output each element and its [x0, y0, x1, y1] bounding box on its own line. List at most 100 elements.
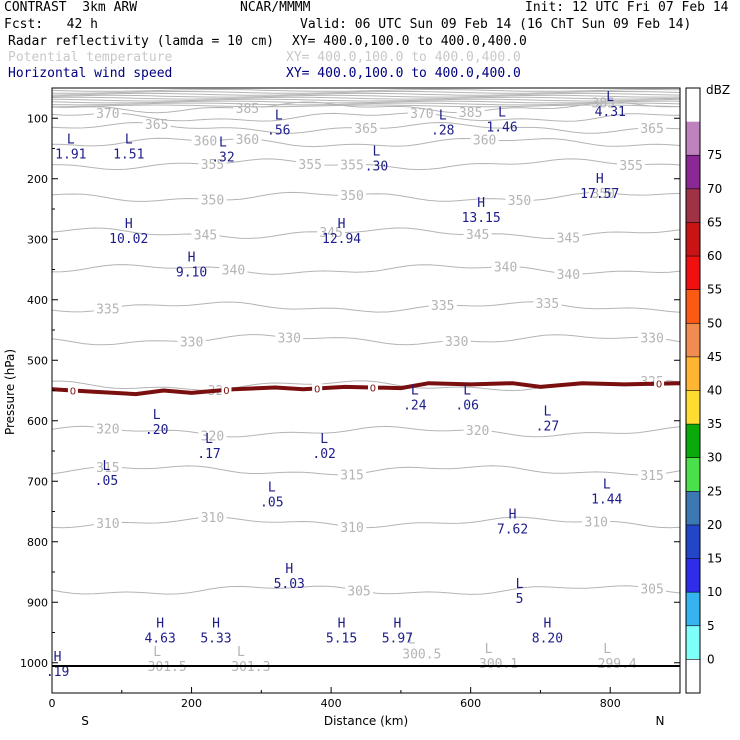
theta-label-335: 335: [431, 299, 454, 314]
theta-label-385: 385: [459, 106, 482, 121]
y-tick-label: 100: [27, 112, 48, 125]
theta-label-bg: [554, 266, 583, 280]
colorbar-level-label: 40: [707, 384, 722, 398]
theta-label-310: 310: [340, 521, 363, 536]
theta-label-bg: [93, 515, 122, 529]
wind-extremum-type: L: [498, 105, 506, 120]
wind-extremum-value: 4.63: [144, 631, 175, 646]
colorbar-swatch: [686, 592, 700, 626]
colorbar-swatch: [686, 524, 700, 559]
theta-label-bg: [463, 227, 492, 241]
theta-label-bg: [317, 225, 346, 239]
field-reflectivity-xy: XY= 400.0,100.0 to 400.0,400.0: [292, 34, 527, 49]
wind-extremum-type: L: [219, 136, 227, 151]
theta-label-bg: [191, 133, 220, 147]
theta-label-345: 345: [557, 231, 580, 246]
x-tick-label: 800: [600, 697, 621, 710]
wind-extremum-type: L: [320, 432, 328, 447]
theta-surface-marker: L: [408, 633, 416, 648]
wind-extremum-type: L: [439, 108, 447, 123]
theta-label-bg: [93, 421, 122, 435]
wind-extremum-value: 5.33: [200, 631, 231, 646]
theta-label-355: 355: [619, 159, 642, 174]
theta-label-340: 340: [557, 268, 580, 283]
theta-label-365: 365: [354, 122, 377, 137]
colorbar-swatch: [686, 625, 700, 660]
x-tick-label: 600: [460, 697, 481, 710]
wind-extremum-type: H: [477, 196, 485, 211]
theta-label-310: 310: [96, 517, 119, 532]
colorbar-level-label: 0: [707, 652, 715, 666]
theta-label-bg: [428, 298, 457, 312]
theta-label-350: 350: [340, 189, 363, 204]
theta-label-bg: [142, 117, 171, 131]
wind-extremum-type: L: [205, 432, 213, 447]
wind-extremum-type: L: [268, 480, 276, 495]
freezing-level-label: 0: [223, 386, 229, 397]
y-tick-label: 500: [27, 354, 48, 367]
colorbar-swatch: [686, 659, 700, 693]
freezing-level-label: 0: [314, 384, 320, 395]
theta-label-360: 360: [194, 135, 217, 150]
wind-extremum-value: 1.46: [486, 120, 517, 135]
freezing-label-bg: [312, 383, 323, 394]
theta-label-bg: [93, 301, 122, 315]
theta-label-345: 345: [466, 228, 489, 243]
theta-contour-330: [51, 334, 681, 346]
colorbar-swatch: [686, 88, 700, 122]
wind-extremum-type: H: [125, 217, 133, 232]
wind-extremum-type: H: [544, 616, 552, 631]
theta-label-bg: [296, 156, 325, 170]
field-reflectivity: Radar reflectivity (lamda = 10 cm): [8, 34, 275, 49]
north-label: N: [656, 714, 665, 728]
wind-extremum-value: 10.02: [109, 232, 148, 247]
theta-label-bg: [442, 333, 471, 347]
x-axis-label: Distance (km): [324, 714, 408, 728]
theta-label-320: 320: [466, 424, 489, 439]
y-tick-label: 300: [27, 233, 48, 246]
wind-extremum-type: H: [338, 616, 346, 631]
south-label: S: [81, 714, 89, 728]
theta-label-bg: [638, 581, 667, 595]
theta-label-bg: [338, 520, 367, 534]
theta-surface-marker: L: [237, 645, 245, 660]
theta-label-345: 345: [194, 228, 217, 243]
theta-label-bg: [589, 185, 618, 199]
wind-extremum-type: H: [509, 508, 517, 523]
theta-label-bg: [352, 121, 380, 135]
wind-extremum-type: H: [596, 172, 604, 187]
y-tick-label: 200: [27, 173, 48, 186]
theta-contour-upper: [51, 104, 681, 108]
freezing-level-label: 0: [656, 380, 662, 391]
theta-label-365: 365: [640, 122, 663, 137]
theta-surface-label: 300.5: [402, 648, 441, 663]
colorbar-level-label: 45: [707, 350, 722, 364]
plot-frame: [51, 87, 681, 694]
theta-label-350: 350: [592, 187, 615, 202]
theta-label-bg: [638, 467, 667, 481]
theta-label-320: 320: [96, 423, 119, 438]
wind-extrema: L1.91L1.51L.32L.56L.30L.28L1.46L4.31H17.…: [46, 90, 626, 680]
theta-contour-370: [51, 112, 681, 122]
freezing-label-bg: [367, 382, 378, 393]
theta-label-360: 360: [473, 134, 496, 149]
wind-extremum-type: L: [606, 90, 614, 105]
theta-label-305: 305: [347, 585, 370, 600]
theta-contour-upper: [51, 88, 681, 92]
theta-label-355: 355: [340, 159, 363, 174]
theta-label-350: 350: [508, 194, 531, 209]
theta-label-305: 305: [640, 583, 663, 598]
theta-contour-upper: [51, 100, 681, 104]
theta-label-335: 335: [96, 303, 119, 318]
freezing-level-label: 0: [370, 383, 376, 394]
colorbar-swatch: [686, 457, 700, 492]
theta-contour-upper: [51, 98, 681, 102]
y-tick-label: 1000: [20, 657, 48, 670]
colorbar-swatch: [686, 188, 700, 223]
wind-extremum-type: H: [188, 250, 196, 265]
theta-label-bg: [338, 467, 367, 481]
theta-label-bg: [463, 423, 492, 437]
theta-label-bg: [93, 106, 122, 120]
field-wind: Horizontal wind speed: [8, 66, 173, 81]
